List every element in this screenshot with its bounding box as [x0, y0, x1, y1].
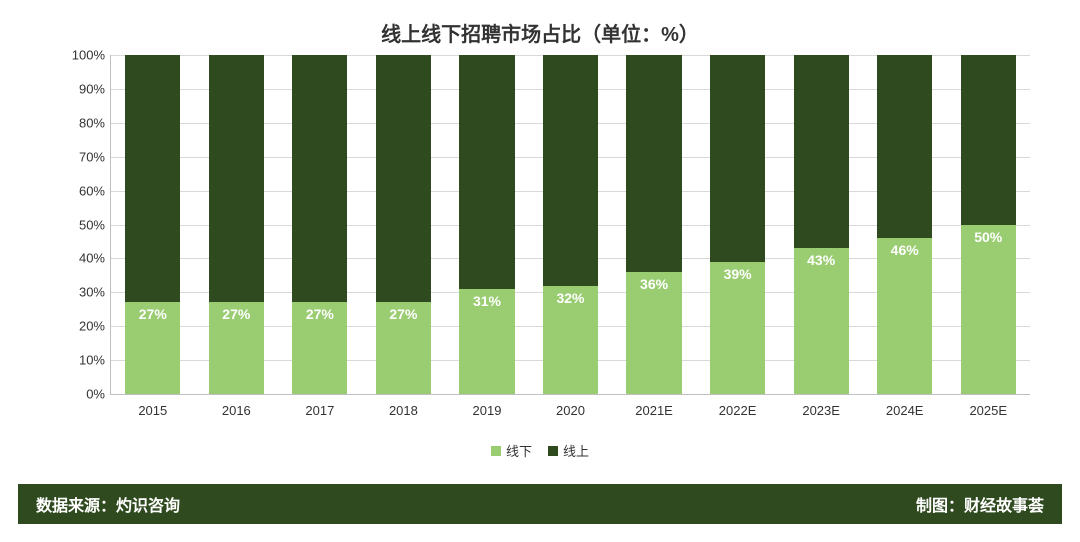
- bar-segment-online: [794, 55, 849, 248]
- bar-segment-offline: 31%: [459, 289, 514, 394]
- bar-column: 31%2019: [445, 55, 529, 394]
- bar-column: 27%2018: [362, 55, 446, 394]
- bar-segment-offline: 50%: [961, 225, 1016, 395]
- bar-segment-online: [543, 55, 598, 286]
- footer-source: 数据来源：灼识咨询: [36, 492, 180, 516]
- bar-segment-online: [376, 55, 431, 302]
- y-tick-label: 90%: [63, 81, 105, 96]
- bar-segment-offline: 43%: [794, 248, 849, 394]
- x-tick-label: 2023E: [779, 403, 863, 418]
- legend-swatch: [491, 446, 501, 456]
- bar-column: 27%2017: [278, 55, 362, 394]
- bar-segment-online: [626, 55, 681, 272]
- stacked-bar: 36%: [626, 55, 681, 394]
- stacked-bar: 46%: [877, 55, 932, 394]
- stacked-bar: 27%: [376, 55, 431, 394]
- bar-segment-offline: 27%: [376, 302, 431, 394]
- chart-title: 线上线下招聘市场占比（单位：%）: [0, 0, 1080, 55]
- legend-item: 线上: [548, 441, 589, 460]
- x-tick-label: 2019: [445, 403, 529, 418]
- x-tick-label: 2018: [362, 403, 446, 418]
- stacked-bar: 43%: [794, 55, 849, 394]
- stacked-bar: 27%: [292, 55, 347, 394]
- bar-segment-online: [125, 55, 180, 302]
- stacked-bar: 27%: [209, 55, 264, 394]
- chart-area: 27%201527%201627%201727%201831%201932%20…: [70, 55, 1040, 435]
- stacked-bar: 27%: [125, 55, 180, 394]
- stacked-bar: 39%: [710, 55, 765, 394]
- bar-column: 39%2022E: [696, 55, 780, 394]
- bar-segment-online: [710, 55, 765, 262]
- bar-column: 46%2024E: [863, 55, 947, 394]
- bar-segment-online: [292, 55, 347, 302]
- x-tick-label: 2024E: [863, 403, 947, 418]
- bar-column: 36%2021E: [612, 55, 696, 394]
- y-tick-label: 40%: [63, 251, 105, 266]
- bar-segment-offline: 27%: [125, 302, 180, 394]
- legend-label: 线下: [506, 441, 532, 460]
- x-tick-label: 2021E: [612, 403, 696, 418]
- bar-column: 27%2016: [195, 55, 279, 394]
- y-tick-label: 50%: [63, 217, 105, 232]
- bar-segment-offline: 27%: [209, 302, 264, 394]
- bar-column: 32%2020: [529, 55, 613, 394]
- bar-segment-offline: 39%: [710, 262, 765, 394]
- x-tick-label: 2025E: [946, 403, 1030, 418]
- legend: 线下 线上: [0, 441, 1080, 460]
- y-tick-label: 60%: [63, 183, 105, 198]
- stacked-bar: 31%: [459, 55, 514, 394]
- bar-segment-offline: 36%: [626, 272, 681, 394]
- x-tick-label: 2015: [111, 403, 195, 418]
- bars-container: 27%201527%201627%201727%201831%201932%20…: [111, 55, 1030, 394]
- legend-swatch: [548, 446, 558, 456]
- x-tick-label: 2017: [278, 403, 362, 418]
- x-tick-label: 2016: [195, 403, 279, 418]
- bar-segment-online: [209, 55, 264, 302]
- y-tick-label: 80%: [63, 115, 105, 130]
- x-tick-label: 2020: [529, 403, 613, 418]
- footer-credit: 制图：财经故事荟: [916, 492, 1044, 516]
- y-tick-label: 10%: [63, 353, 105, 368]
- bar-column: 43%2023E: [779, 55, 863, 394]
- bar-segment-online: [459, 55, 514, 289]
- bar-segment-online: [961, 55, 1016, 225]
- y-tick-label: 30%: [63, 285, 105, 300]
- y-tick-label: 70%: [63, 149, 105, 164]
- stacked-bar: 50%: [961, 55, 1016, 394]
- y-tick-label: 100%: [63, 48, 105, 63]
- bar-column: 50%2025E: [946, 55, 1030, 394]
- y-tick-label: 20%: [63, 319, 105, 334]
- bar-segment-offline: 32%: [543, 286, 598, 394]
- footer-bar: 数据来源：灼识咨询 制图：财经故事荟: [18, 484, 1062, 524]
- bar-column: 27%2015: [111, 55, 195, 394]
- legend-item: 线下: [491, 441, 532, 460]
- legend-label: 线上: [563, 441, 589, 460]
- bar-segment-offline: 27%: [292, 302, 347, 394]
- x-tick-label: 2022E: [696, 403, 780, 418]
- bar-segment-online: [877, 55, 932, 238]
- plot: 27%201527%201627%201727%201831%201932%20…: [110, 55, 1030, 395]
- y-tick-label: 0%: [63, 387, 105, 402]
- stacked-bar: 32%: [543, 55, 598, 394]
- bar-segment-offline: 46%: [877, 238, 932, 394]
